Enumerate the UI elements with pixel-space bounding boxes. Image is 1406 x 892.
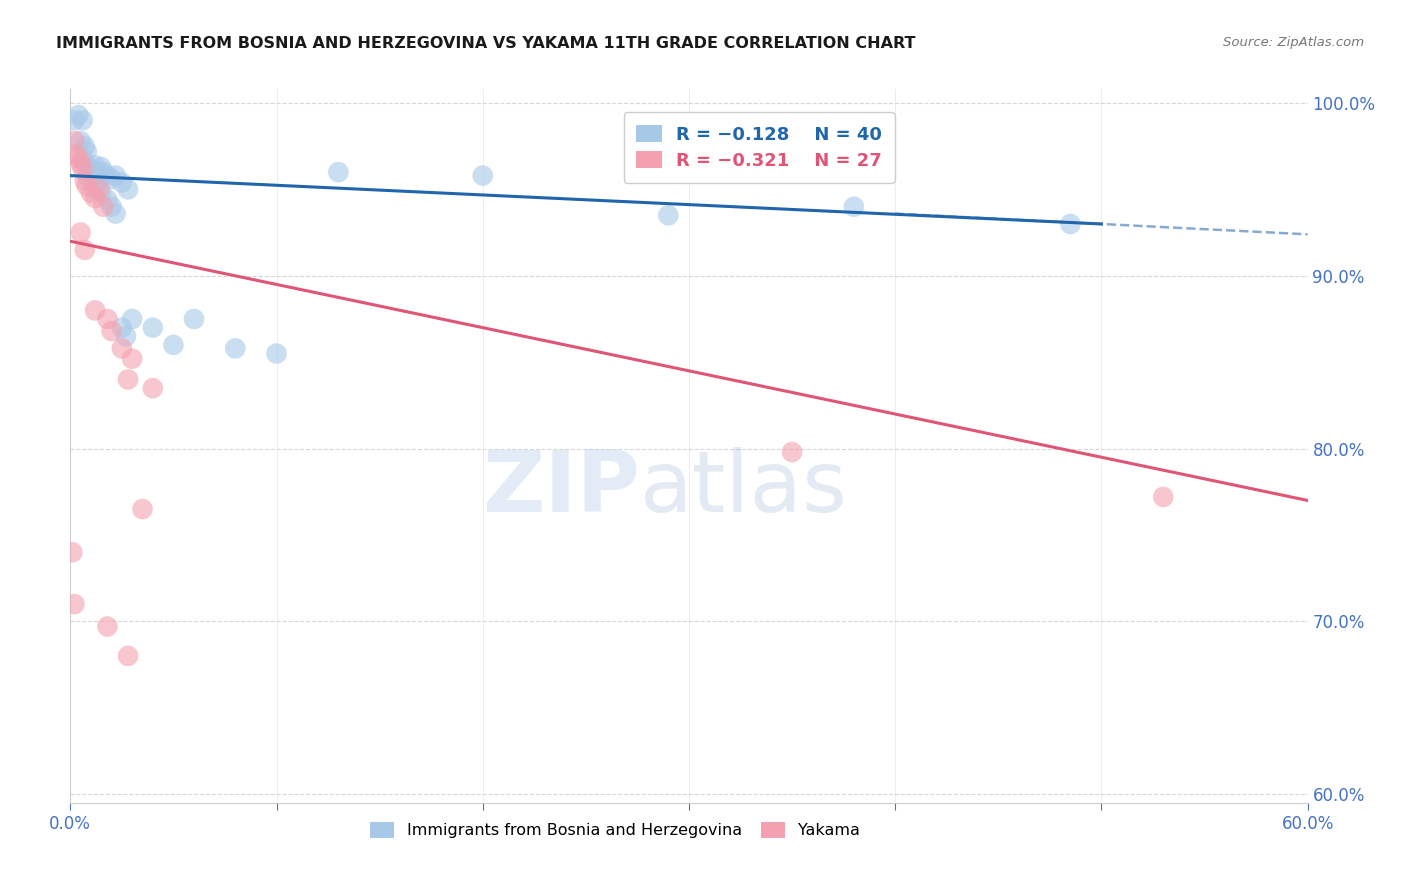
Point <box>72 161 94 176</box>
Point <box>780 445 803 459</box>
Point <box>73 174 96 188</box>
Point <box>80 186 103 200</box>
Point <box>89 172 111 186</box>
Point <box>100 172 122 186</box>
Point <box>84 182 107 196</box>
Point <box>82 169 104 183</box>
Point <box>76 145 98 159</box>
Point <box>76 178 98 193</box>
Point <box>96 312 118 326</box>
Point <box>117 182 139 196</box>
Point <box>63 113 86 128</box>
Point <box>142 381 165 395</box>
Point <box>111 342 134 356</box>
Point <box>162 338 184 352</box>
Point <box>115 329 138 343</box>
Point <box>73 139 96 153</box>
Text: ZIP: ZIP <box>482 447 640 531</box>
Point <box>121 312 143 326</box>
Point <box>100 324 122 338</box>
Point <box>142 320 165 334</box>
Point <box>69 134 91 148</box>
Point <box>69 226 91 240</box>
Point <box>104 206 127 220</box>
Point <box>111 176 134 190</box>
Point <box>100 200 122 214</box>
Text: IMMIGRANTS FROM BOSNIA AND HERZEGOVINA VS YAKAMA 11TH GRADE CORRELATION CHART: IMMIGRANTS FROM BOSNIA AND HERZEGOVINA V… <box>56 36 915 51</box>
Point <box>224 342 246 356</box>
Point <box>84 158 107 172</box>
Point <box>96 169 118 183</box>
Point <box>121 351 143 366</box>
Text: atlas: atlas <box>640 447 848 531</box>
Point <box>77 165 100 179</box>
Point <box>72 113 94 128</box>
Point <box>91 165 114 179</box>
Point <box>111 320 134 334</box>
Point <box>72 151 94 165</box>
Point <box>73 243 96 257</box>
Point <box>328 165 350 179</box>
Point <box>89 182 111 196</box>
Point <box>67 108 90 122</box>
Point <box>104 169 127 183</box>
Point <box>84 303 107 318</box>
Point <box>131 502 153 516</box>
Point <box>117 648 139 663</box>
Point <box>1152 490 1174 504</box>
Point <box>69 156 91 170</box>
Point <box>90 160 112 174</box>
Point <box>63 597 86 611</box>
Point <box>80 161 103 176</box>
Point <box>73 156 96 170</box>
Point <box>471 169 494 183</box>
Point <box>117 372 139 386</box>
Point <box>183 312 205 326</box>
Point <box>96 193 118 207</box>
Point <box>67 151 90 165</box>
Point <box>76 169 98 183</box>
Legend: Immigrants from Bosnia and Herzegovina, Yakama: Immigrants from Bosnia and Herzegovina, … <box>364 816 866 845</box>
Point <box>84 191 107 205</box>
Point <box>90 186 112 200</box>
Point <box>60 545 83 559</box>
Point <box>266 346 288 360</box>
Point <box>657 208 679 222</box>
Text: Source: ZipAtlas.com: Source: ZipAtlas.com <box>1223 36 1364 49</box>
Point <box>842 200 865 214</box>
Point <box>91 200 114 214</box>
Point <box>65 148 87 162</box>
Point <box>1059 217 1081 231</box>
Point <box>86 165 108 179</box>
Point <box>96 619 118 633</box>
Point <box>63 134 86 148</box>
